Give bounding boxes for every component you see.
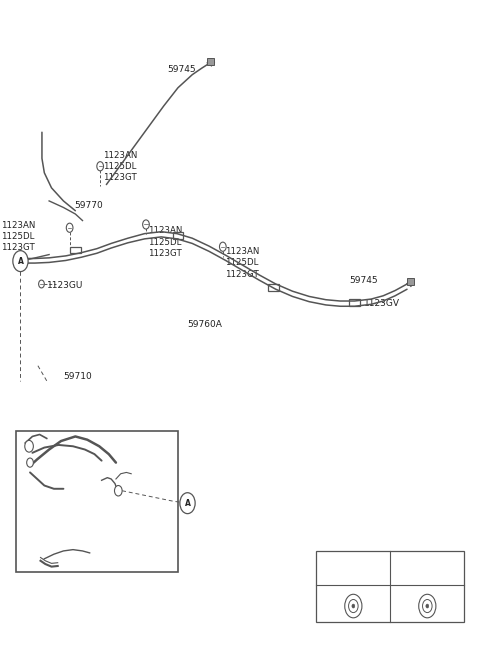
Circle shape: [348, 599, 358, 612]
Text: 59745: 59745: [168, 65, 196, 74]
Bar: [173, 233, 183, 239]
Bar: [407, 278, 414, 284]
Circle shape: [27, 458, 34, 467]
Bar: [207, 58, 214, 65]
Circle shape: [219, 242, 226, 251]
Text: 59760A: 59760A: [188, 320, 222, 329]
Circle shape: [143, 220, 149, 229]
Text: 59770: 59770: [74, 201, 103, 210]
Bar: [316, 551, 464, 622]
Text: 93830: 93830: [107, 470, 135, 480]
Circle shape: [97, 162, 104, 171]
Text: 59745: 59745: [350, 275, 378, 284]
Bar: [70, 247, 81, 253]
Circle shape: [38, 280, 44, 288]
Text: 1123AN
1125DL
1123GT: 1123AN 1125DL 1123GT: [1, 221, 36, 252]
Bar: [268, 284, 279, 290]
Text: A: A: [18, 257, 24, 265]
Text: 1123AN
1125DL
1123GT: 1123AN 1125DL 1123GT: [104, 150, 138, 182]
Circle shape: [422, 599, 432, 612]
Circle shape: [13, 251, 28, 271]
Circle shape: [352, 604, 355, 608]
Circle shape: [419, 595, 436, 618]
Circle shape: [115, 486, 122, 496]
Text: 1338BB: 1338BB: [381, 592, 415, 601]
Text: 1123AN
1125DL
1123GT: 1123AN 1125DL 1123GT: [148, 227, 183, 258]
Text: 59750A: 59750A: [28, 512, 62, 521]
Text: 1123GV: 1123GV: [364, 299, 400, 308]
Text: 1338BA: 1338BA: [319, 592, 352, 601]
Circle shape: [345, 595, 362, 618]
Text: A: A: [185, 499, 191, 508]
Bar: [16, 431, 178, 572]
Circle shape: [25, 440, 34, 452]
Text: 59710: 59710: [63, 373, 92, 382]
Text: 1231DB: 1231DB: [134, 448, 170, 457]
Circle shape: [426, 604, 429, 608]
Text: 1123GU: 1123GU: [47, 281, 84, 290]
Bar: [349, 299, 360, 306]
Circle shape: [180, 493, 195, 514]
Circle shape: [66, 223, 73, 233]
Text: 1123AN
1125DL
1123GT: 1123AN 1125DL 1123GT: [225, 248, 259, 279]
